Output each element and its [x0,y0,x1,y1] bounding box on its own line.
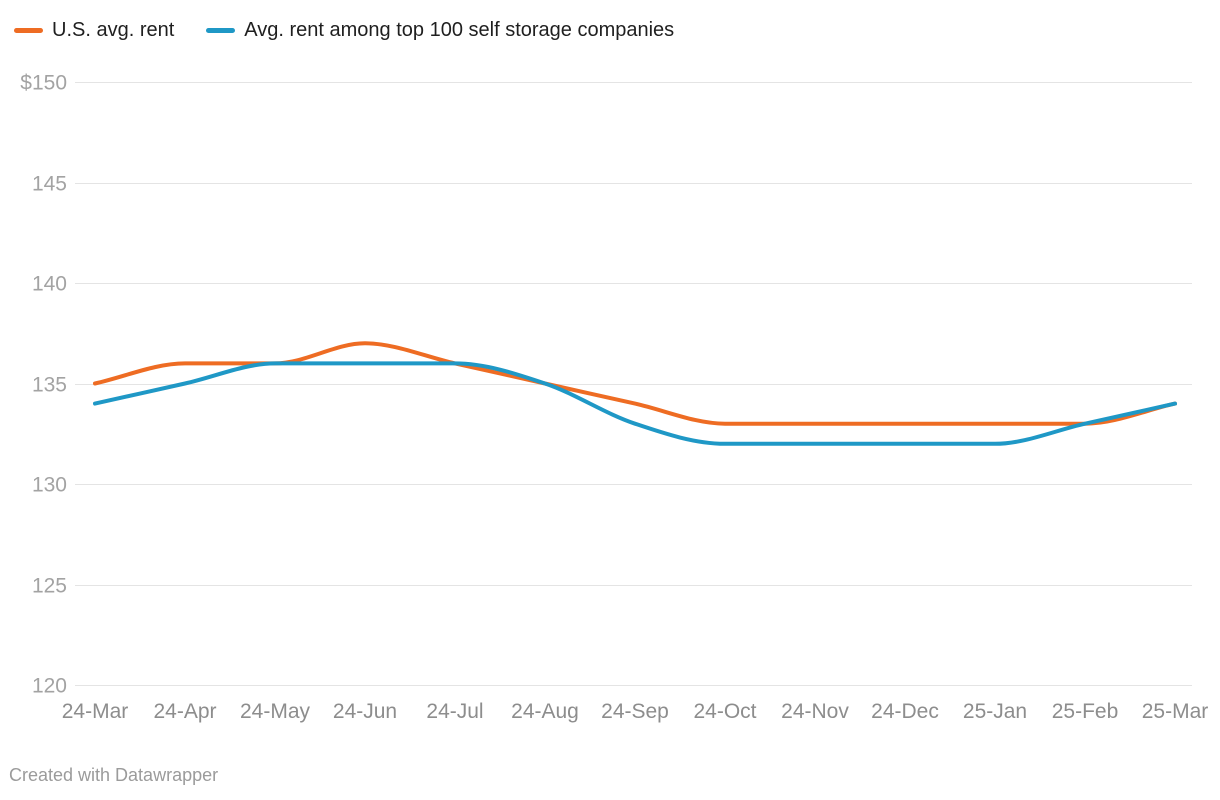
y-axis-tick-label: 140 [32,273,67,296]
y-axis-tick-label: 135 [32,374,67,397]
x-axis-tick-label: 25-Jan [963,700,1027,723]
legend-label-us-avg-rent: U.S. avg. rent [52,19,175,41]
series-line-u-s-avg-rent [93,341,1177,426]
legend-label-top-100: Avg. rent among top 100 self storage com… [244,19,675,41]
x-axis-tick-label: 24-Aug [511,700,579,723]
x-axis-tick-label: 24-Oct [693,700,756,723]
x-axis-tick-label: 24-Nov [781,700,849,723]
x-axis-tick-label: 25-Mar [1142,700,1209,723]
legend-item-top-100: Avg. rent among top 100 self storage com… [206,19,674,42]
x-axis-tick-label: 24-Sep [601,700,669,723]
series-line-avg-rent-among-top-100-self-storage-companies [93,361,1177,446]
legend-item-us-avg-rent: U.S. avg. rent [14,19,174,42]
x-axis-tick-label: 24-May [240,700,311,723]
y-axis-tick-label: 145 [32,173,67,196]
y-axis-tick-label: 130 [32,474,67,497]
x-axis-tick-label: 24-Apr [153,700,216,723]
x-axis-tick-label: 24-Mar [62,700,129,723]
x-axis-tick-label: 24-Dec [871,700,939,723]
x-axis-tick-label: 24-Jul [426,700,483,723]
y-axis-tick-label: 125 [32,575,67,598]
x-axis-tick-label: 25-Feb [1052,700,1119,723]
x-axis-tick-label: 24-Jun [333,700,397,723]
datawrapper-credit: Created with Datawrapper [9,765,219,785]
legend: U.S. avg. rent Avg. rent among top 100 s… [14,19,674,42]
y-axis-tick-label: 120 [32,675,67,698]
legend-swatch-orange-icon [14,28,43,33]
y-axis-tick-label: $150 [20,72,67,95]
legend-swatch-blue-icon [206,28,236,33]
